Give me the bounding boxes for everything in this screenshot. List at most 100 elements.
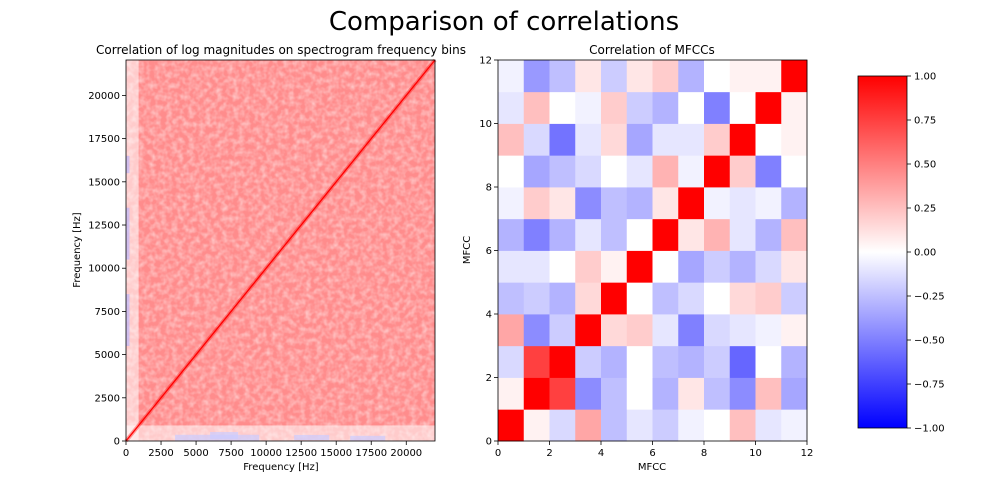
mfcc-cell [498, 345, 525, 378]
spectrogram-x-tick-label: 5000 [183, 448, 208, 459]
mfcc-cell [704, 314, 731, 347]
spectrogram-blue-patch [210, 432, 239, 439]
mfcc-cell [755, 218, 782, 251]
mfcc-x-tick-label: 2 [546, 448, 552, 459]
mfcc-x-tick-label: 8 [701, 448, 707, 459]
mfcc-cell [626, 187, 653, 220]
mfcc-cell [601, 377, 628, 410]
mfcc-cell [652, 155, 679, 188]
spectrogram-y-tick-label: 0 [114, 437, 120, 448]
mfcc-cell [678, 187, 705, 220]
mfcc-cell [523, 60, 550, 93]
mfcc-cell [652, 187, 679, 220]
mfcc-x-tick-label: 4 [598, 448, 604, 459]
spectrogram-blue-patch [126, 155, 130, 174]
spectrogram-blue-patch [350, 435, 386, 441]
mfcc-y-tick-label: 12 [479, 56, 492, 67]
mfcc-cell [729, 377, 756, 410]
mfcc-cell [652, 123, 679, 156]
spectrogram-x-tick-label: 17500 [355, 448, 387, 459]
mfcc-cell [601, 187, 628, 220]
mfcc-y-axis-label: MFCC [462, 236, 473, 264]
mfcc-cell [755, 91, 782, 124]
figure-title: Comparison of correlations [329, 7, 679, 37]
colorbar-tick-label: 0.25 [914, 204, 936, 215]
colorbar-tick-label: −1.00 [914, 424, 945, 435]
mfcc-cell [704, 155, 731, 188]
mfcc-cell [626, 282, 653, 315]
mfcc-cell [601, 91, 628, 124]
mfcc-cell [575, 314, 602, 347]
mfcc-cell [704, 187, 731, 220]
mfcc-cell [523, 91, 550, 124]
mfcc-cell [678, 282, 705, 315]
mfcc-cell [498, 155, 525, 188]
mfcc-cell [498, 218, 525, 251]
mfcc-cell [626, 218, 653, 251]
mfcc-cell [729, 250, 756, 283]
mfcc-cell [626, 345, 653, 378]
mfcc-cell [523, 377, 550, 410]
mfcc-cell [575, 345, 602, 378]
mfcc-cell [601, 314, 628, 347]
spectrogram-y-tick-label: 10000 [88, 264, 120, 275]
mfcc-cell [575, 250, 602, 283]
mfcc-cell [678, 155, 705, 188]
spectrogram-x-ticks: 0 2500 5000 7500 10000 12500 15000 17500 20000 [123, 441, 422, 459]
spectrogram-y-tick-label: 15000 [88, 177, 120, 188]
colorbar: 1.00 0.75 0.50 0.25 0.00 −0.25 −0.50 −0.75 −1.00 [857, 72, 945, 435]
mfcc-cell [626, 377, 653, 410]
mfcc-cell [781, 345, 808, 378]
mfcc-cell [755, 282, 782, 315]
mfcc-cell [575, 60, 602, 93]
mfcc-cell [498, 314, 525, 347]
mfcc-cell [498, 409, 525, 442]
mfcc-cell [755, 314, 782, 347]
mfcc-x-tick-label: 12 [801, 448, 814, 459]
mfcc-cell [549, 218, 576, 251]
mfcc-cell [575, 155, 602, 188]
mfcc-cell [652, 60, 679, 93]
mfcc-cell [652, 314, 679, 347]
mfcc-cell [781, 314, 808, 347]
mfcc-cell [626, 409, 653, 442]
spectrogram-axes-frame [125, 59, 436, 442]
spectrogram-x-tick-label: 7500 [218, 448, 243, 459]
mfcc-cell [575, 409, 602, 442]
mfcc-cell [549, 345, 576, 378]
mfcc-cell [549, 91, 576, 124]
mfcc-cell [626, 91, 653, 124]
mfcc-cell [729, 155, 756, 188]
mfcc-cell [601, 155, 628, 188]
mfcc-cell [523, 314, 550, 347]
mfcc-cell [704, 250, 731, 283]
mfcc-cell [626, 314, 653, 347]
mfcc-y-ticks: 0 2 4 6 8 10 12 [479, 56, 498, 448]
mfcc-cell [729, 314, 756, 347]
mfcc-cell [549, 314, 576, 347]
mfcc-cell [626, 155, 653, 188]
mfcc-cell [523, 250, 550, 283]
mfcc-cell [755, 123, 782, 156]
mfcc-cell [678, 250, 705, 283]
mfcc-cell [601, 409, 628, 442]
mfcc-cell [781, 187, 808, 220]
mfcc-cell [781, 60, 808, 93]
mfcc-cell [549, 123, 576, 156]
mfcc-cell [781, 218, 808, 251]
mfcc-cell [781, 409, 808, 442]
mfcc-cell [678, 377, 705, 410]
mfcc-cell [498, 60, 525, 93]
colorbar-tick-label: −0.50 [914, 336, 945, 347]
mfcc-cell [678, 409, 705, 442]
mfcc-cell [652, 409, 679, 442]
spectrogram-y-axis-label: Frequency [Hz] [72, 212, 83, 288]
mfcc-cell [523, 155, 550, 188]
mfcc-cell [755, 155, 782, 188]
mfcc-cell [523, 123, 550, 156]
mfcc-cell [523, 187, 550, 220]
mfcc-cell [678, 345, 705, 378]
mfcc-cell [575, 123, 602, 156]
mfcc-cell [704, 123, 731, 156]
